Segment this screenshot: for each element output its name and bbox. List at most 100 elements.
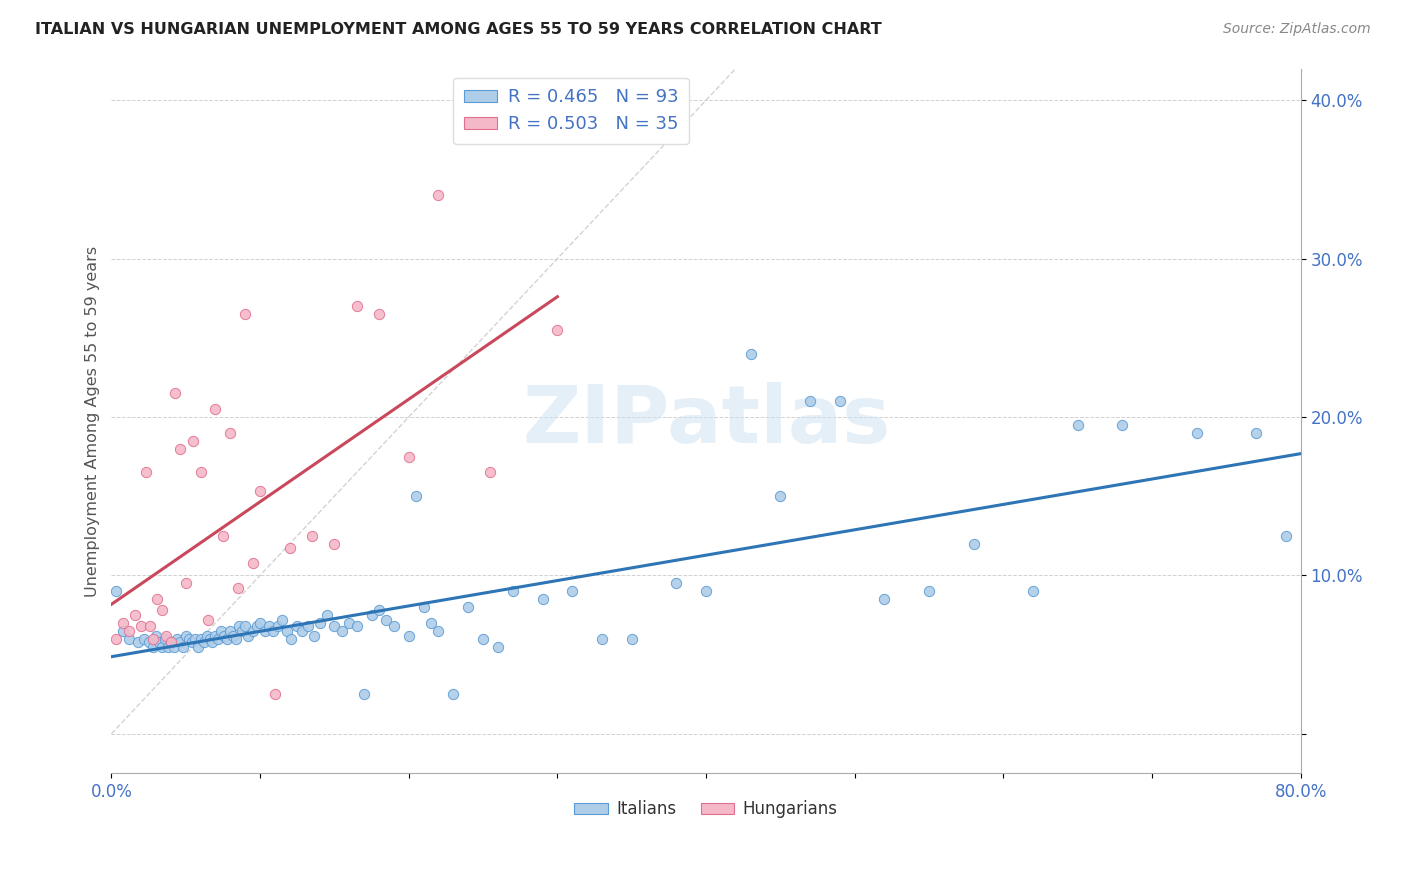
Point: [740, 346, 762, 360]
Point: [150, 603, 173, 617]
Point: [242, 624, 264, 638]
Point: [280, 632, 302, 646]
Point: [156, 640, 179, 654]
Point: [233, 307, 256, 321]
Y-axis label: Unemployment Among Ages 55 to 59 years: Unemployment Among Ages 55 to 59 years: [86, 245, 100, 597]
Point: [337, 615, 360, 630]
Point: [278, 541, 301, 556]
Point: [1185, 425, 1208, 440]
Point: [212, 529, 235, 543]
Point: [285, 619, 308, 633]
Point: [190, 632, 212, 646]
Point: [695, 584, 717, 599]
Point: [183, 632, 205, 646]
Point: [201, 635, 224, 649]
Point: [441, 687, 464, 701]
Point: [190, 466, 212, 480]
Point: [276, 624, 298, 638]
Point: [238, 629, 260, 643]
Point: [145, 629, 167, 643]
Point: [291, 624, 314, 638]
Point: [112, 624, 135, 638]
Point: [219, 624, 242, 638]
Point: [187, 640, 209, 654]
Point: [169, 635, 191, 649]
Point: [316, 607, 339, 622]
Point: [665, 576, 688, 591]
Point: [1111, 417, 1133, 432]
Point: [150, 640, 173, 654]
Point: [918, 584, 941, 599]
Point: [405, 489, 427, 503]
Point: [165, 386, 187, 401]
Point: [308, 615, 330, 630]
Point: [180, 635, 202, 649]
Point: [246, 619, 269, 633]
Point: [204, 402, 226, 417]
Point: [799, 394, 821, 409]
Point: [225, 632, 247, 646]
Point: [135, 466, 157, 480]
Point: [561, 584, 583, 599]
Point: [297, 619, 319, 633]
Point: [457, 600, 479, 615]
Point: [962, 537, 984, 551]
Point: [142, 632, 165, 646]
Text: ZIPatlas: ZIPatlas: [522, 382, 890, 460]
Point: [249, 484, 271, 499]
Point: [264, 687, 287, 701]
Point: [591, 632, 613, 646]
Point: [1022, 584, 1045, 599]
Point: [346, 619, 368, 633]
Point: [479, 466, 502, 480]
Point: [148, 635, 170, 649]
Point: [531, 592, 554, 607]
Point: [346, 299, 368, 313]
Point: [160, 635, 183, 649]
Point: [138, 635, 160, 649]
Point: [146, 592, 169, 607]
Point: [353, 687, 375, 701]
Point: [207, 632, 229, 646]
Point: [198, 632, 221, 646]
Point: [242, 556, 264, 570]
Point: [134, 632, 156, 646]
Point: [368, 307, 391, 321]
Point: [174, 629, 197, 643]
Point: [1275, 529, 1298, 543]
Point: [368, 603, 391, 617]
Point: [398, 629, 420, 643]
Point: [214, 629, 236, 643]
Point: [169, 442, 191, 456]
Point: [118, 632, 141, 646]
Point: [139, 619, 162, 633]
Point: [267, 619, 290, 633]
Point: [163, 640, 186, 654]
Point: [412, 600, 434, 615]
Point: [323, 619, 346, 633]
Point: [253, 624, 276, 638]
Point: [301, 529, 323, 543]
Point: [502, 584, 524, 599]
Point: [177, 632, 200, 646]
Point: [828, 394, 851, 409]
Point: [262, 624, 284, 638]
Point: [193, 635, 215, 649]
Point: [398, 450, 420, 464]
Point: [226, 581, 249, 595]
Point: [360, 607, 382, 622]
Point: [427, 624, 450, 638]
Point: [233, 619, 256, 633]
Legend: Italians, Hungarians: Italians, Hungarians: [568, 794, 845, 825]
Point: [382, 619, 405, 633]
Point: [153, 632, 176, 646]
Point: [209, 624, 232, 638]
Point: [174, 576, 197, 591]
Point: [620, 632, 643, 646]
Point: [104, 584, 127, 599]
Point: [486, 640, 509, 654]
Point: [1066, 417, 1088, 432]
Point: [375, 613, 398, 627]
Point: [104, 632, 127, 646]
Point: [181, 434, 204, 448]
